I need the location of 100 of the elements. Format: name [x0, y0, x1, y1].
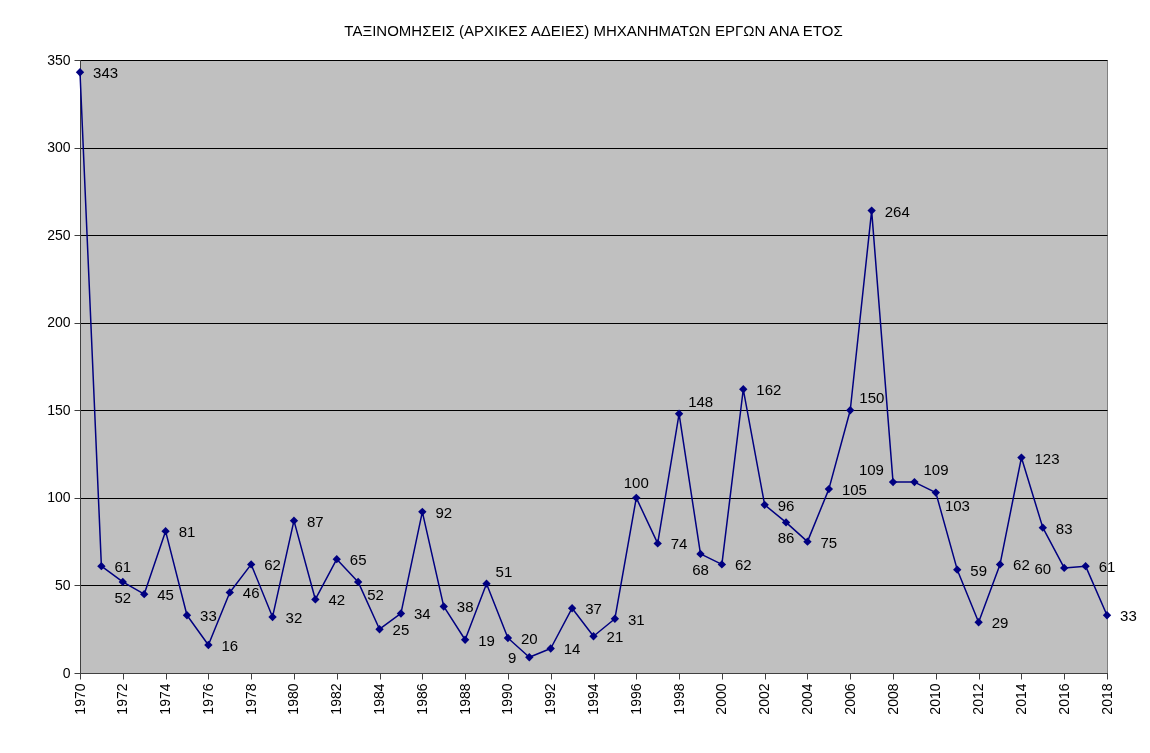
x-tick-label: 1996: [627, 683, 644, 715]
point: [846, 406, 855, 415]
data-label: 150: [859, 389, 885, 407]
y-tick-label: 250: [47, 226, 71, 243]
data-label: 33: [1120, 607, 1137, 625]
data-label: 38: [456, 598, 474, 616]
point: [396, 609, 406, 618]
x-tick-label: 1998: [670, 683, 687, 715]
data-label: 75: [820, 533, 838, 551]
data-label: 52: [367, 585, 384, 603]
point: [204, 640, 213, 650]
point: [161, 526, 170, 536]
point: [1017, 453, 1026, 462]
data-label: 14: [563, 640, 581, 658]
point: [589, 632, 598, 641]
data-label: 45: [157, 586, 174, 604]
data-label: 21: [606, 628, 624, 646]
y-tick-label: 0: [62, 664, 71, 681]
point: [289, 516, 299, 525]
x-tick-label: 2000: [713, 683, 730, 715]
point: [525, 653, 534, 662]
point: [632, 493, 641, 503]
point: [1038, 523, 1047, 532]
x-tick-label: 1994: [585, 683, 601, 715]
data-label: 60: [1034, 559, 1052, 577]
point: [995, 560, 1005, 569]
x-tick-label: 1980: [285, 683, 302, 715]
x-tick-label: 2014: [1012, 683, 1029, 715]
chart-title: ΤΑΞΙΝΟΜΗΣΕΙΣ (ΑΡΧΙΚΕΣ ΑΔΕΙΕΣ) ΜΗΧΑΝΗΜΑΤΩΝ ΕΡΓΩΝ ΑΝΑ ΕΤΟΣ: [344, 22, 843, 39]
point: [974, 618, 983, 627]
data-label: 62: [264, 556, 281, 574]
y-tick-label: 350: [47, 51, 71, 68]
data-label: 105: [841, 481, 867, 499]
point: [460, 635, 470, 644]
data-label: 33: [200, 607, 217, 625]
point: [311, 595, 320, 604]
data-label: 32: [285, 608, 303, 626]
data-label: 29: [991, 614, 1009, 632]
point: [717, 560, 727, 569]
data-label: 264: [884, 202, 910, 220]
point: [739, 385, 748, 394]
x-tick-label: 2002: [756, 683, 773, 715]
data-label: 96: [777, 496, 795, 514]
x-tick-label: 1988: [456, 683, 473, 715]
point: [375, 625, 384, 634]
data-label: 19: [478, 631, 495, 649]
point: [1081, 561, 1090, 571]
data-label: 81: [178, 523, 196, 541]
point: [503, 633, 513, 643]
x-tick-label: 2018: [1098, 683, 1115, 715]
point: [182, 611, 192, 620]
point: [910, 477, 919, 487]
data-label: 61: [114, 558, 132, 576]
data-label: 9: [507, 649, 517, 667]
x-tick-label: 1984: [371, 683, 388, 715]
point: [75, 68, 85, 77]
data-label: 74: [670, 535, 688, 553]
x-tick-label: 1978: [242, 683, 259, 715]
point: [546, 644, 555, 653]
point: [225, 588, 234, 597]
data-label: 65: [349, 551, 367, 569]
data-label: 100: [623, 473, 649, 491]
data-label: 123: [1034, 449, 1060, 467]
data-label: 42: [328, 591, 346, 609]
point: [439, 602, 448, 611]
y-tick-label: 50: [54, 576, 71, 593]
point: [953, 565, 962, 574]
data-label: 62: [1013, 556, 1030, 574]
point: [482, 579, 491, 588]
x-tick-label: 1986: [413, 683, 430, 715]
data-label: 52: [114, 588, 132, 606]
point: [610, 614, 620, 623]
x-tick-label: 2008: [884, 683, 901, 715]
data-label: 16: [221, 636, 239, 654]
y-tick-label: 150: [47, 401, 71, 418]
point: [653, 539, 662, 548]
x-tick-label: 2004: [798, 683, 815, 715]
point: [567, 604, 577, 613]
data-label: 148: [688, 392, 714, 410]
data-label: 62: [734, 556, 752, 574]
x-tick-label: 1982: [328, 683, 345, 715]
x-tick-label: 2010: [927, 683, 944, 715]
point: [1102, 611, 1112, 620]
x-tick-label: 1992: [542, 683, 559, 715]
x-tick-label: 2016: [1055, 683, 1072, 715]
data-label: 61: [1098, 558, 1116, 576]
x-tick-label: 1990: [499, 683, 516, 715]
data-label: 86: [777, 529, 795, 547]
data-label: 20: [520, 629, 538, 647]
data-label: 59: [970, 561, 987, 579]
point: [268, 612, 277, 622]
point: [97, 561, 106, 571]
data-label: 25: [392, 621, 410, 639]
x-tick-label: 1970: [71, 683, 88, 715]
data-label: 92: [435, 503, 453, 521]
data-label: 37: [585, 600, 602, 618]
point: [332, 554, 341, 564]
point: [118, 577, 127, 587]
point: [867, 206, 876, 215]
data-label: 87: [307, 512, 324, 530]
